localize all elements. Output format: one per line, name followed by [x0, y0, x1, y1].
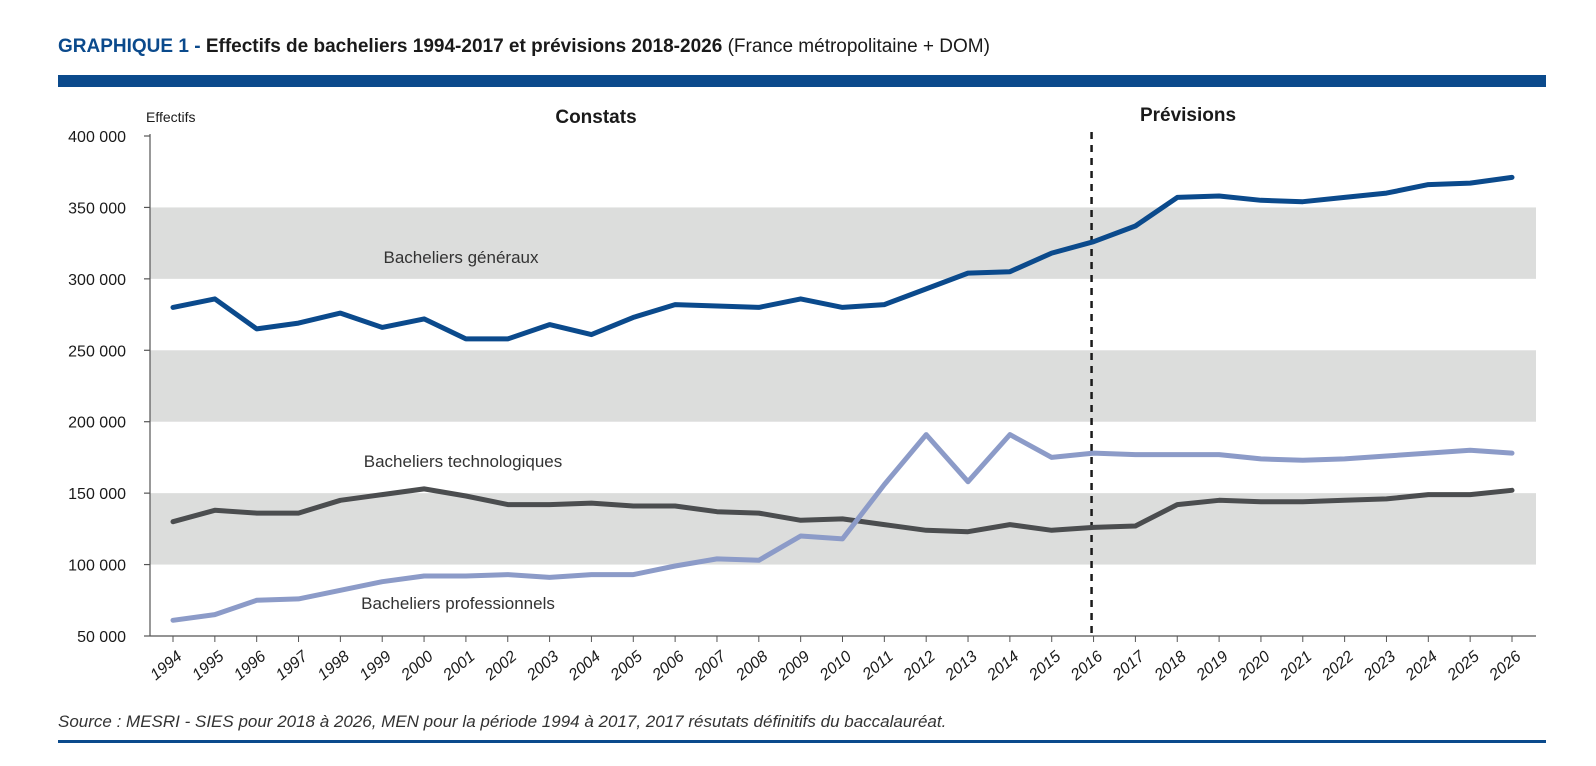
- y-tick-label: 50 000: [77, 629, 126, 646]
- grid-band: [150, 207, 1536, 279]
- figure-title: GRAPHIQUE 1 - Effectifs de bacheliers 19…: [58, 36, 990, 58]
- x-tick-label: 2008: [732, 648, 771, 685]
- figure-tag: GRAPHIQUE 1 -: [58, 36, 201, 57]
- x-tick-label: 2019: [1193, 648, 1232, 685]
- source-note: Source : MESRI - SIES pour 2018 à 2026, …: [58, 712, 947, 731]
- grid-band: [150, 350, 1536, 422]
- x-tick-label: 2017: [1109, 647, 1149, 684]
- x-tick-label: 1999: [357, 648, 395, 684]
- x-tick-label: 1997: [273, 647, 312, 684]
- x-tick-label: 2011: [859, 648, 897, 684]
- x-tick-label: 2018: [1151, 648, 1190, 685]
- x-tick-label: 2010: [816, 648, 855, 685]
- grid-band: [150, 493, 1536, 565]
- x-tick-label: 2012: [900, 648, 939, 685]
- y-tick-label: 300 000: [68, 272, 126, 289]
- series-line-technologiques: [170, 486, 1515, 535]
- x-tick-label: 2000: [398, 648, 437, 685]
- figure-main-title: Effectifs de bacheliers 1994-2017 et pré…: [205, 36, 723, 57]
- bottom-rule: [58, 740, 1546, 743]
- label-technologiques: Bacheliers technologiques: [364, 452, 562, 471]
- x-tick-label: 2007: [691, 647, 731, 684]
- x-tick-label: 1996: [231, 648, 269, 684]
- label-professionnels: Bacheliers professionnels: [361, 594, 555, 613]
- x-tick-label: 2006: [649, 648, 688, 685]
- series-line-professionnels: [170, 432, 1515, 623]
- y-tick-label: 200 000: [68, 415, 126, 432]
- x-tick-label: 2004: [565, 648, 604, 685]
- x-tick-label: 1994: [147, 648, 185, 684]
- x-tick-label: 2005: [607, 648, 646, 685]
- x-tick-label: 1998: [315, 648, 353, 684]
- x-tick-label: 2022: [1318, 648, 1357, 685]
- x-tick-label: 2013: [942, 648, 981, 685]
- x-tick-label: 2015: [1025, 648, 1064, 685]
- x-tick-label: 2009: [774, 648, 813, 685]
- x-tick-label: 2001: [440, 648, 479, 685]
- x-tick-label: 2003: [523, 648, 562, 685]
- x-tick-label: 2024: [1402, 648, 1441, 685]
- x-tick-label: 2021: [1276, 648, 1315, 685]
- x-tick-label: 2020: [1235, 648, 1274, 685]
- y-tick-label: 350 000: [68, 200, 126, 217]
- x-tick-label: 2014: [983, 648, 1022, 685]
- y-tick-label: 250 000: [68, 343, 126, 360]
- x-tick-label: 2016: [1067, 648, 1106, 685]
- y-tick-label: 150 000: [68, 486, 126, 503]
- y-tick-label: 400 000: [68, 129, 126, 146]
- section-label-previsions: Prévisions: [1140, 105, 1236, 126]
- label-generaux: Bacheliers généraux: [384, 248, 539, 267]
- y-axis-label: Effectifs: [146, 109, 196, 125]
- title-rule: [58, 75, 1546, 87]
- y-tick-label: 100 000: [68, 558, 126, 575]
- x-tick-label: 1995: [189, 648, 227, 684]
- section-label-constats: Constats: [555, 107, 636, 128]
- x-tick-label: 2025: [1444, 648, 1483, 685]
- series-line-generaux: [170, 174, 1515, 342]
- x-tick-label: 2002: [481, 648, 520, 685]
- figure-subtitle: (France métropolitaine + DOM): [727, 36, 990, 57]
- x-tick-label: 2023: [1360, 648, 1399, 685]
- x-tick-label: 2026: [1486, 648, 1525, 685]
